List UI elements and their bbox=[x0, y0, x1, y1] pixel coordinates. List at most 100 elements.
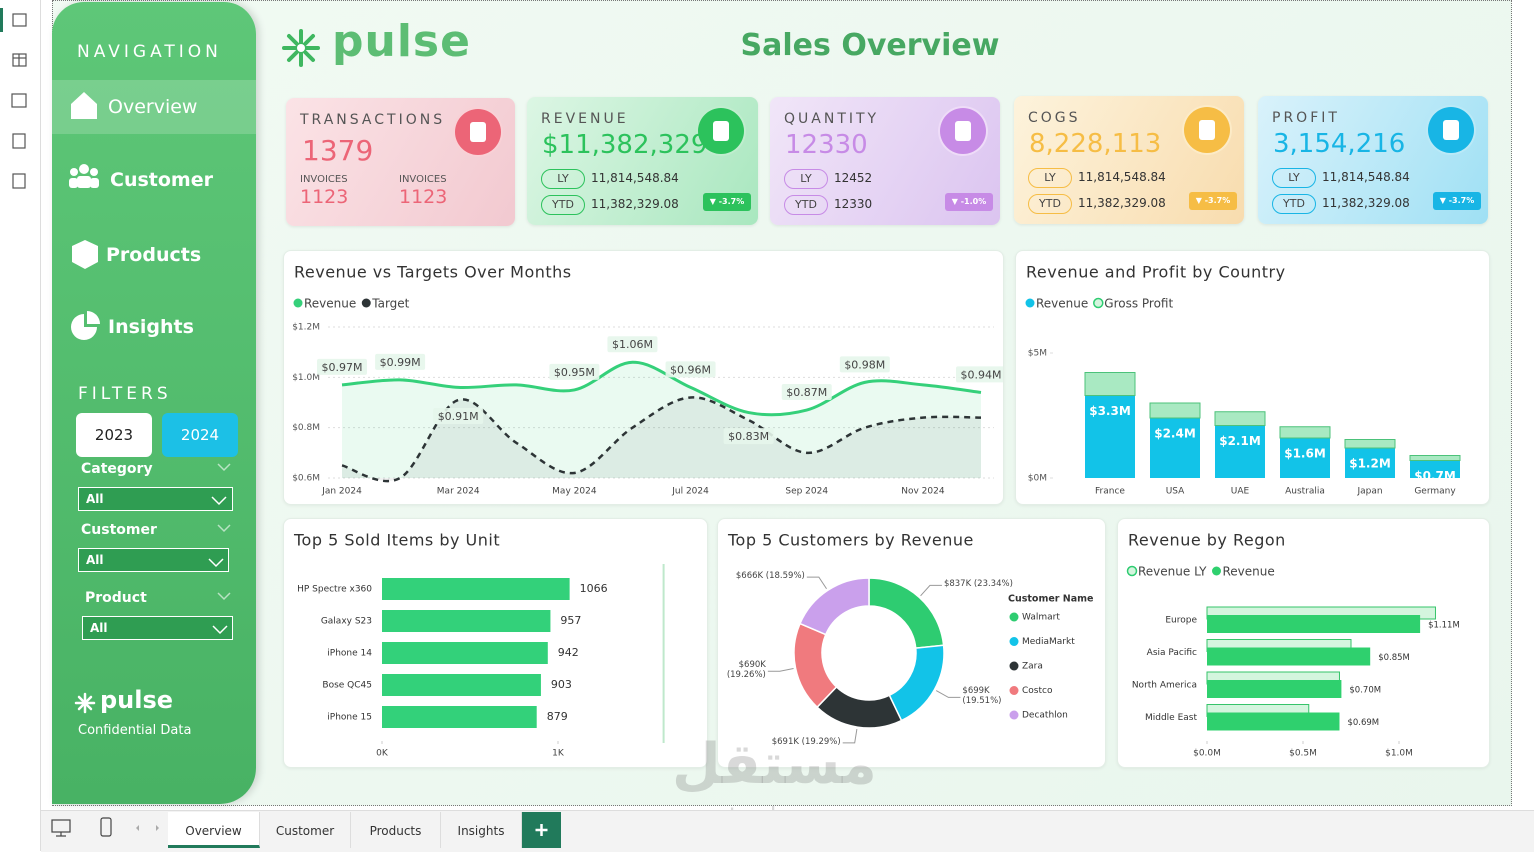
year-button[interactable]: 2024 bbox=[162, 413, 238, 457]
bar bbox=[382, 706, 537, 728]
x-tick-label: Japan bbox=[1356, 487, 1382, 497]
line-chart-panel: Revenue vs Targets Over Months Revenue Tar… bbox=[283, 250, 1004, 505]
value-label: $0.87M bbox=[786, 386, 827, 399]
bar-segment bbox=[1215, 425, 1265, 478]
y-tick-label: North America bbox=[1132, 681, 1197, 691]
value-label: $0.97M bbox=[322, 361, 363, 374]
x-tick-label: USA bbox=[1166, 487, 1185, 497]
value-label: $1.06M bbox=[612, 338, 653, 351]
legend-marker bbox=[1009, 661, 1019, 671]
nav-item[interactable]: Overview bbox=[108, 96, 198, 118]
kpi-change: ▼ -3.7% bbox=[1189, 192, 1237, 210]
legend-marker bbox=[1126, 565, 1138, 577]
bar bbox=[382, 642, 548, 664]
value-label: $690K (19.26%) bbox=[726, 660, 766, 681]
kpi-pill: LY bbox=[784, 169, 828, 189]
line-chart: Revenue vs Targets Over Months Revenue Tar… bbox=[292, 263, 1003, 497]
country-chart-panel: Revenue and Profit by Country Revenue Gros… bbox=[1015, 250, 1490, 505]
kpi-detail-label: INVOICES bbox=[399, 174, 447, 185]
kpi-icon bbox=[453, 107, 503, 157]
kpi-icon-glyph bbox=[1443, 120, 1459, 140]
bar-segment bbox=[1149, 402, 1201, 419]
kpi-value: 8,228,113 bbox=[1029, 129, 1162, 159]
legend-marker bbox=[1009, 686, 1019, 695]
kpi-icon bbox=[1182, 105, 1232, 155]
bar-segment bbox=[1150, 418, 1200, 478]
items-chart-panel: Top 5 Sold Items by Unit 0K 1K HP Spectre x… bbox=[283, 518, 708, 768]
y-tick-label: Galaxy S23 bbox=[321, 617, 372, 627]
legend-marker bbox=[1009, 710, 1019, 720]
value-label-bg bbox=[549, 363, 600, 380]
y-tick-label: iPhone 15 bbox=[327, 713, 372, 723]
page-tab[interactable]: Insights bbox=[441, 812, 522, 848]
value-label: 957 bbox=[560, 614, 581, 627]
y-tick-label: iPhone 14 bbox=[327, 649, 372, 659]
value-label: $0.99M bbox=[380, 356, 421, 369]
slicer-dropdown[interactable]: All bbox=[78, 487, 233, 511]
kpi-pill: LY bbox=[1272, 168, 1316, 188]
slicer-dropdown[interactable]: All bbox=[82, 616, 233, 640]
value-label: $2.1M bbox=[1219, 434, 1261, 448]
x-tick-label: Jan 2024 bbox=[321, 487, 362, 497]
value-label: $1.11M bbox=[1428, 621, 1460, 631]
legend-label: Zara bbox=[1022, 662, 1043, 672]
slicer-label: Category bbox=[81, 461, 153, 477]
value-label-bg bbox=[781, 384, 832, 401]
customers-chart: Top 5 Customers by Revenue Customer Name W… bbox=[727, 531, 1094, 744]
value-label: $691K (19.29%) bbox=[771, 736, 841, 747]
value-label: $0.94M bbox=[961, 368, 1002, 381]
value-label: $0.98M bbox=[844, 358, 885, 371]
kpi-icon-glyph bbox=[955, 121, 971, 141]
kpi-card: PROFIT 3,154,216 LY 11,814,548.84 YTD 11,382,… bbox=[1258, 96, 1488, 224]
nav-item[interactable]: Products bbox=[106, 244, 202, 266]
legend-label: Costco bbox=[1022, 686, 1053, 696]
y-tick-label: Europe bbox=[1165, 616, 1197, 626]
y-tick-label: $0.6M bbox=[292, 474, 320, 484]
value-label: $0.95M bbox=[554, 366, 595, 379]
kpi-value: $11,382,329 bbox=[542, 130, 708, 160]
chart-title: Revenue and Profit by Country bbox=[1026, 263, 1286, 282]
slicer-dropdown[interactable]: All bbox=[78, 548, 229, 572]
kpi-change: ▼ -1.0% bbox=[945, 193, 993, 211]
y-tick-label: Middle East bbox=[1145, 713, 1197, 723]
kpi-pill: YTD bbox=[1272, 194, 1316, 214]
kpi-sub-value: 11,382,329.08 bbox=[1322, 196, 1410, 210]
slicer-label: Customer bbox=[81, 522, 157, 538]
value-label: $2.4M bbox=[1154, 427, 1196, 441]
value-label: $3.3M bbox=[1089, 404, 1131, 418]
legend-label: Revenue bbox=[1036, 297, 1088, 311]
x-tick-label: $0.5M bbox=[1289, 749, 1317, 759]
page-tab[interactable]: Overview bbox=[168, 812, 260, 848]
x-tick-label: Mar 2024 bbox=[437, 487, 480, 497]
page-tab[interactable]: Products bbox=[351, 812, 441, 848]
kpi-title: COGS bbox=[1028, 110, 1081, 126]
year-button[interactable]: 2023 bbox=[76, 413, 152, 457]
add-tab[interactable] bbox=[522, 812, 561, 848]
value-label-bg bbox=[956, 366, 1003, 383]
value-label-bg bbox=[607, 336, 658, 353]
nav-item[interactable]: Customer bbox=[110, 169, 213, 191]
y-tick-label: $0.8M bbox=[292, 423, 320, 433]
kpi-sub-value: 11,814,548.84 bbox=[1322, 170, 1410, 184]
legend-marker bbox=[1009, 637, 1019, 646]
x-tick-label: Australia bbox=[1285, 487, 1325, 497]
page-tab[interactable]: Customer bbox=[260, 812, 351, 848]
chart-title: Revenue by Regon bbox=[1128, 531, 1286, 550]
kpi-title: REVENUE bbox=[541, 111, 629, 127]
bar bbox=[382, 578, 570, 600]
value-label-bg bbox=[839, 356, 890, 373]
kpi-sub-value: 11,814,548.84 bbox=[591, 171, 679, 185]
y-tick-label: $1.0M bbox=[292, 373, 320, 383]
kpi-icon bbox=[938, 106, 988, 156]
nav-item[interactable]: Insights bbox=[108, 316, 194, 338]
value-label-bg bbox=[433, 407, 484, 424]
bar-segment bbox=[1084, 372, 1136, 396]
line bbox=[341, 360, 982, 417]
x-tick-label: Sep 2024 bbox=[785, 487, 828, 497]
y-tick-label: $5M bbox=[1028, 349, 1047, 359]
legend-label: Target bbox=[371, 297, 409, 311]
kpi-change: ▼ -3.7% bbox=[703, 193, 751, 211]
bar bbox=[1207, 680, 1342, 698]
tab-bar-icons bbox=[51, 817, 159, 837]
nav-title: NAVIGATION bbox=[77, 42, 222, 62]
